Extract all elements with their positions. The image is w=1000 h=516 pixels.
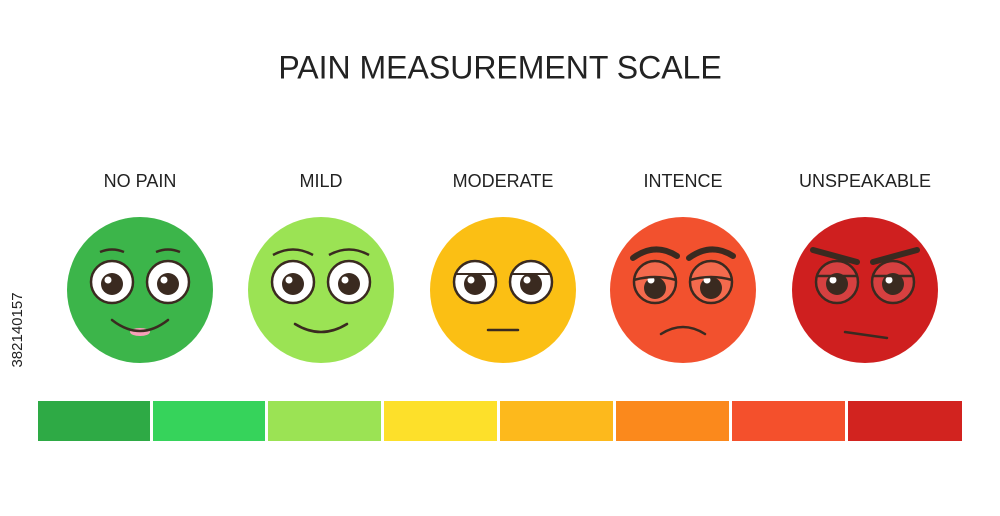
pupil <box>157 273 179 295</box>
side-id: 382140157 <box>9 292 26 367</box>
scale-segment <box>153 401 265 441</box>
level-label: INTENCE <box>643 171 722 191</box>
pupil <box>644 277 666 299</box>
brow <box>99 248 125 254</box>
pupil <box>282 273 304 295</box>
eye-glint <box>285 276 293 284</box>
pupil <box>101 273 123 295</box>
level-label: MILD <box>299 171 342 191</box>
face-circle <box>248 217 394 363</box>
level-label: UNSPEAKABLE <box>799 171 931 191</box>
scale-segment <box>732 401 845 441</box>
scale-segment <box>500 401 613 441</box>
eye-glint <box>885 276 893 284</box>
scale-segment <box>268 401 381 441</box>
pupil <box>464 273 486 295</box>
lid <box>633 275 677 282</box>
eye-glint <box>160 276 168 284</box>
eye-glint <box>104 276 112 284</box>
pupil <box>520 273 542 295</box>
scale-segment <box>384 401 497 441</box>
eye-glint <box>523 276 531 284</box>
brow <box>155 248 181 254</box>
level-label: NO PAIN <box>104 171 177 191</box>
eye-glint <box>341 276 349 284</box>
title: PAIN MEASUREMENT SCALE <box>278 49 721 85</box>
brow <box>870 247 920 265</box>
brow <box>686 246 736 261</box>
eye-glint <box>829 276 837 284</box>
face-circle <box>430 217 576 363</box>
mouth <box>843 330 889 340</box>
brow <box>810 247 860 265</box>
mouth <box>110 318 170 333</box>
scale-bar <box>38 401 962 441</box>
scale-segment <box>848 401 962 441</box>
face-circle <box>792 217 938 363</box>
lid <box>689 275 733 282</box>
face-circle <box>67 217 213 363</box>
brow <box>272 248 314 257</box>
mouth <box>293 322 349 334</box>
mouth <box>659 325 707 336</box>
face <box>610 217 756 363</box>
face <box>792 217 938 363</box>
brow <box>328 248 370 257</box>
face <box>430 217 576 363</box>
scale-segment <box>616 401 729 441</box>
face <box>67 217 213 363</box>
pupil <box>338 273 360 295</box>
level-label: MODERATE <box>453 171 554 191</box>
brow <box>630 246 680 261</box>
scale-segment <box>38 401 150 441</box>
eye-glint <box>467 276 475 284</box>
faces <box>67 217 938 363</box>
face <box>248 217 394 363</box>
face-circle <box>610 217 756 363</box>
pupil <box>700 277 722 299</box>
